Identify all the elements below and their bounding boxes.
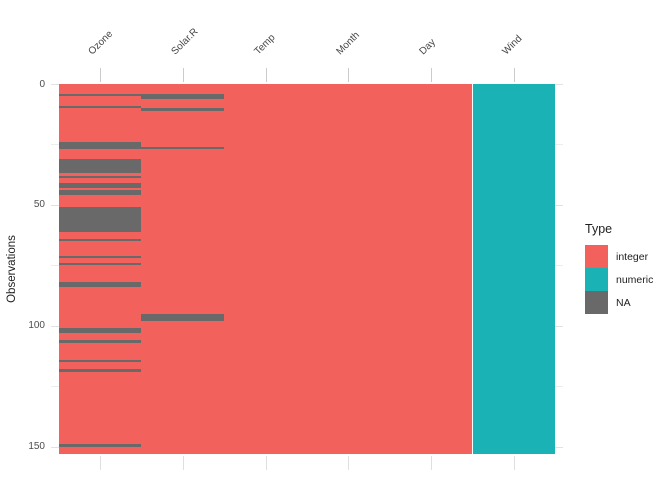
y-gridline-stub-left bbox=[51, 325, 59, 327]
y-gridline-stub-left bbox=[51, 204, 59, 206]
x-gridline-stub-top bbox=[265, 68, 267, 82]
column-label-ozone: Ozone bbox=[86, 28, 116, 58]
na-block bbox=[58, 328, 142, 334]
y-tick-label: 0 bbox=[39, 78, 45, 90]
column-tile-day bbox=[389, 84, 473, 454]
na-block bbox=[58, 238, 142, 242]
na-block bbox=[58, 183, 142, 188]
legend-title: Type bbox=[585, 222, 613, 236]
x-gridline-stub-top bbox=[513, 68, 515, 82]
x-gridline-stub-top bbox=[348, 68, 350, 82]
column-label-day: Day bbox=[417, 36, 438, 58]
y-tick-label: 100 bbox=[28, 320, 45, 332]
legend-label: integer bbox=[616, 250, 649, 263]
y-gridline-stub-right bbox=[555, 446, 563, 448]
na-block bbox=[141, 93, 225, 99]
y-gridline-stub-right bbox=[555, 84, 563, 85]
na-block bbox=[58, 444, 142, 447]
na-block bbox=[141, 313, 225, 321]
x-gridline-stub-top bbox=[99, 68, 101, 82]
y-gridline-stub-right bbox=[555, 386, 563, 388]
legend-label: numeric bbox=[616, 273, 654, 286]
na-block bbox=[141, 108, 225, 111]
x-gridline-stub-bottom bbox=[99, 456, 101, 470]
na-block bbox=[58, 282, 142, 288]
legend-swatch-na bbox=[585, 291, 608, 314]
y-gridline-stub-left bbox=[51, 386, 59, 388]
y-gridline-stub-left bbox=[51, 144, 59, 146]
legend: Type integer numeric NA bbox=[585, 222, 653, 314]
na-block bbox=[141, 146, 225, 150]
na-block bbox=[58, 142, 142, 150]
y-tick-label: 50 bbox=[33, 199, 45, 211]
na-block bbox=[58, 190, 142, 196]
y-gridline-stub-left bbox=[51, 265, 59, 267]
na-block bbox=[58, 369, 142, 372]
legend-label: NA bbox=[616, 296, 631, 309]
legend-entry: numeric bbox=[585, 268, 653, 291]
legend-entries: integer numeric NA bbox=[585, 245, 653, 314]
na-block bbox=[58, 340, 142, 343]
column-label-month: Month bbox=[334, 29, 363, 58]
x-gridline-stub-bottom bbox=[265, 456, 267, 470]
na-block bbox=[58, 207, 142, 232]
y-gridline-stub-left bbox=[51, 84, 59, 85]
na-block bbox=[58, 255, 142, 259]
na-block bbox=[58, 158, 142, 174]
na-block bbox=[58, 262, 142, 266]
column-tile-wind bbox=[472, 84, 556, 454]
x-gridline-stub-bottom bbox=[348, 456, 350, 470]
column-tile-month bbox=[306, 84, 390, 454]
na-block bbox=[58, 359, 142, 363]
legend-swatch-integer bbox=[585, 245, 608, 268]
column-tile-solar-r bbox=[141, 84, 225, 454]
x-gridline-stub-bottom bbox=[431, 456, 433, 470]
x-gridline-stub-top bbox=[182, 68, 184, 82]
legend-swatch-numeric bbox=[585, 268, 608, 291]
y-gridline-stub-right bbox=[555, 325, 563, 327]
na-block bbox=[58, 93, 142, 97]
y-gridline-stub-right bbox=[555, 265, 563, 267]
x-gridline-stub-top bbox=[431, 68, 433, 82]
y-tick-label: 150 bbox=[28, 441, 45, 453]
column-label-wind: Wind bbox=[500, 33, 525, 58]
na-block bbox=[58, 105, 142, 109]
column-tile-temp bbox=[224, 84, 307, 454]
legend-entry: NA bbox=[585, 291, 653, 314]
x-gridline-stub-bottom bbox=[182, 456, 184, 470]
na-block bbox=[58, 175, 142, 179]
y-gridline-stub-right bbox=[555, 144, 563, 146]
column-label-temp: Temp bbox=[252, 32, 278, 58]
y-gridline-stub-left bbox=[51, 446, 59, 448]
column-label-solar-r: Solar.R bbox=[169, 26, 201, 58]
legend-entry: integer bbox=[585, 245, 653, 268]
x-gridline-stub-bottom bbox=[513, 456, 515, 470]
y-gridline-stub-right bbox=[555, 204, 563, 206]
